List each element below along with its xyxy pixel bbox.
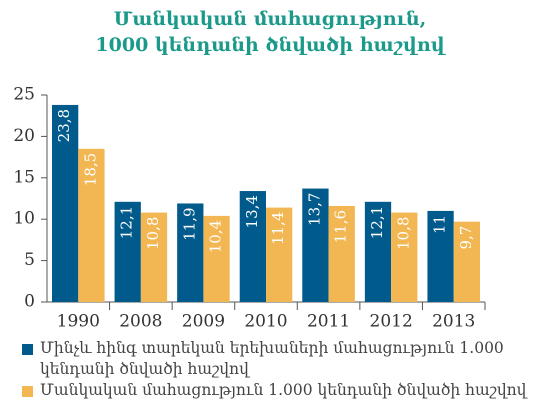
x-tick-label: 2011 — [307, 312, 350, 332]
y-tick-label: 5 — [24, 250, 35, 270]
bar — [177, 203, 204, 302]
value-label: 13,4 — [243, 195, 261, 228]
y-tick-label: 0 — [24, 292, 35, 312]
bar — [302, 188, 329, 302]
bar — [391, 212, 418, 302]
legend: Մինչև հինգ տարեկան երեխաների մահացությու… — [22, 338, 538, 401]
bar — [453, 221, 480, 302]
x-tick-label: 2009 — [182, 312, 225, 332]
value-label: 11,6 — [332, 210, 350, 243]
bar — [364, 201, 392, 302]
value-label: 23,8 — [55, 109, 73, 142]
x-tick-label: 2010 — [244, 312, 287, 332]
x-tick-label: 1990 — [57, 312, 100, 332]
x-tick-label: 2008 — [119, 312, 162, 332]
legend-item: Մանկական մահացություն 1.000 կենդանի ծնվա… — [22, 380, 538, 401]
y-tick-label: 20 — [13, 126, 35, 146]
x-tick-label: 2012 — [370, 312, 413, 332]
x-tick-label: 2013 — [432, 312, 475, 332]
y-tick-label: 15 — [13, 167, 35, 187]
legend-swatch — [22, 344, 33, 355]
legend-label: Մինչև հինգ տարեկան երեխաների մահացությու… — [40, 339, 504, 378]
value-label: 13,7 — [305, 193, 323, 226]
value-label: 10,8 — [144, 217, 162, 250]
legend-swatch — [22, 386, 33, 397]
value-label: 12,1 — [118, 206, 136, 239]
bar — [52, 104, 79, 302]
legend-item: Մինչև հինգ տարեկան երեխաների մահացությու… — [22, 338, 538, 380]
y-tick-label: 10 — [13, 209, 35, 229]
value-label: 11 — [431, 215, 449, 234]
bar — [328, 205, 355, 302]
legend-label: Մանկական մահացություն 1.000 կենդանի ծնվա… — [40, 381, 527, 399]
chart-title: Մանկական մահացություն, — [114, 8, 427, 30]
value-label: 9,7 — [457, 226, 475, 250]
value-label: 10,4 — [207, 220, 225, 253]
y-tick-label: 25 — [13, 85, 35, 105]
bar — [78, 148, 105, 302]
value-label: 11,4 — [269, 212, 287, 245]
value-label: 10,8 — [394, 217, 412, 250]
value-label: 18,5 — [81, 153, 99, 186]
value-label: 12,1 — [368, 206, 386, 239]
bar — [140, 212, 168, 302]
chart: Մանկական մահացություն, 1000 կենդանի ծնվա… — [13, 8, 486, 332]
chart-title: 1000 կենդանի ծնվածի հաշվով — [95, 34, 445, 56]
bar — [114, 201, 141, 302]
bar — [427, 210, 454, 302]
bar — [203, 215, 230, 302]
bar — [239, 191, 266, 302]
value-label: 11,9 — [180, 207, 198, 240]
bar — [266, 207, 293, 302]
